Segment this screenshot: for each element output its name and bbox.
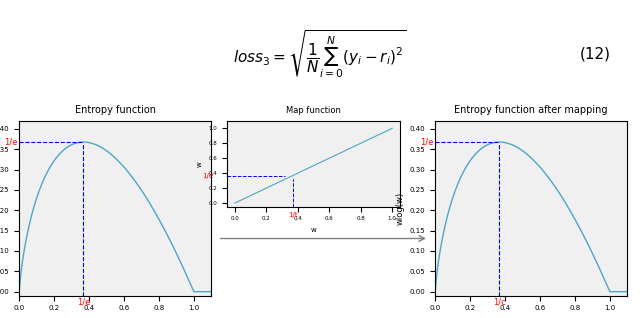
Y-axis label: w: w	[197, 161, 203, 167]
Title: Entropy function: Entropy function	[75, 105, 156, 114]
X-axis label: w: w	[112, 317, 118, 318]
Y-axis label: wlog(w): wlog(w)	[395, 192, 404, 225]
Text: 1/e: 1/e	[420, 138, 433, 147]
Text: (12): (12)	[580, 47, 611, 62]
Title: Map function: Map function	[286, 106, 341, 114]
Text: 1/e: 1/e	[202, 172, 213, 178]
Text: 1/c: 1/c	[493, 298, 506, 307]
Text: $loss_3 = \sqrt{\dfrac{1}{N}\sum_{i=0}^{N}(y_i - r_i)^2}$: $loss_3 = \sqrt{\dfrac{1}{N}\sum_{i=0}^{…	[233, 29, 407, 80]
X-axis label: w: w	[311, 227, 316, 233]
Text: 1/e: 1/e	[4, 138, 17, 147]
Text: 1/t: 1/t	[288, 212, 298, 218]
Title: Entropy function after mapping: Entropy function after mapping	[454, 105, 608, 114]
X-axis label: w: w	[528, 317, 534, 318]
Text: 1/e: 1/e	[77, 298, 90, 307]
